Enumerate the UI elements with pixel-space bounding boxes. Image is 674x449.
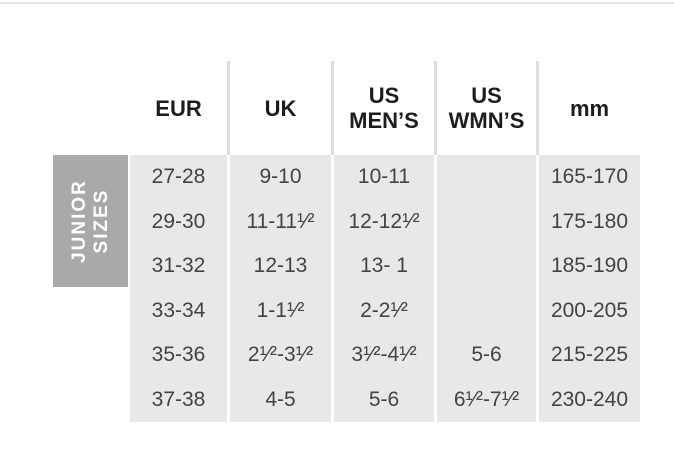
junior-sizes-label-text: JUNIOR SIZES	[68, 179, 112, 263]
table-cell-us-wmns	[437, 288, 536, 333]
table-cell-eur: 29-30	[130, 199, 227, 244]
table-cell-us-wmns	[437, 244, 536, 289]
table-cell-us-wmns: 6¹⁄²-7¹⁄²	[437, 377, 536, 422]
table-cell-uk: 9-10	[230, 155, 331, 200]
column-header-us-wmns: US WMN’S	[434, 61, 536, 155]
table-cell-eur: 35-36	[130, 333, 227, 378]
junior-sizes-label: JUNIOR SIZES	[53, 155, 128, 287]
table-cell-mm: 230-240	[539, 377, 640, 422]
table-cell-uk: 4-5	[230, 377, 331, 422]
table-cell-us-mens: 5-6	[334, 377, 434, 422]
table-cell-us-mens: 13- 1	[334, 244, 434, 289]
column-header-eur: EUR	[130, 61, 227, 155]
table-cell-uk: 11-11¹⁄²	[230, 199, 331, 244]
size-table: EUR UK US MEN’S US WMN’S mm 27-28 9-10 1…	[130, 61, 640, 422]
table-cell-uk: 2¹⁄²-3¹⁄²	[230, 333, 331, 378]
table-cell-eur: 33-34	[130, 288, 227, 333]
table-cell-mm: 185-190	[539, 244, 640, 289]
table-cell-uk: 12-13	[230, 244, 331, 289]
top-divider	[0, 2, 674, 4]
table-cell-mm: 175-180	[539, 199, 640, 244]
table-cell-us-wmns	[437, 199, 536, 244]
table-cell-eur: 31-32	[130, 244, 227, 289]
table-cell-us-mens: 2-2¹⁄²	[334, 288, 434, 333]
table-cell-mm: 215-225	[539, 333, 640, 378]
table-cell-us-wmns: 5-6	[437, 333, 536, 378]
table-cell-us-mens: 12-12¹⁄²	[334, 199, 434, 244]
table-cell-eur: 37-38	[130, 377, 227, 422]
table-cell-us-wmns	[437, 155, 536, 200]
table-cell-uk: 1-1¹⁄²	[230, 288, 331, 333]
table-cell-mm: 200-205	[539, 288, 640, 333]
table-cell-us-mens: 10-11	[334, 155, 434, 200]
table-cell-us-mens: 3¹⁄²-4¹⁄²	[334, 333, 434, 378]
column-header-mm: mm	[536, 61, 640, 155]
table-cell-mm: 165-170	[539, 155, 640, 200]
table-cell-eur: 27-28	[130, 155, 227, 200]
column-header-uk: UK	[227, 61, 331, 155]
column-header-us-mens: US MEN’S	[331, 61, 434, 155]
